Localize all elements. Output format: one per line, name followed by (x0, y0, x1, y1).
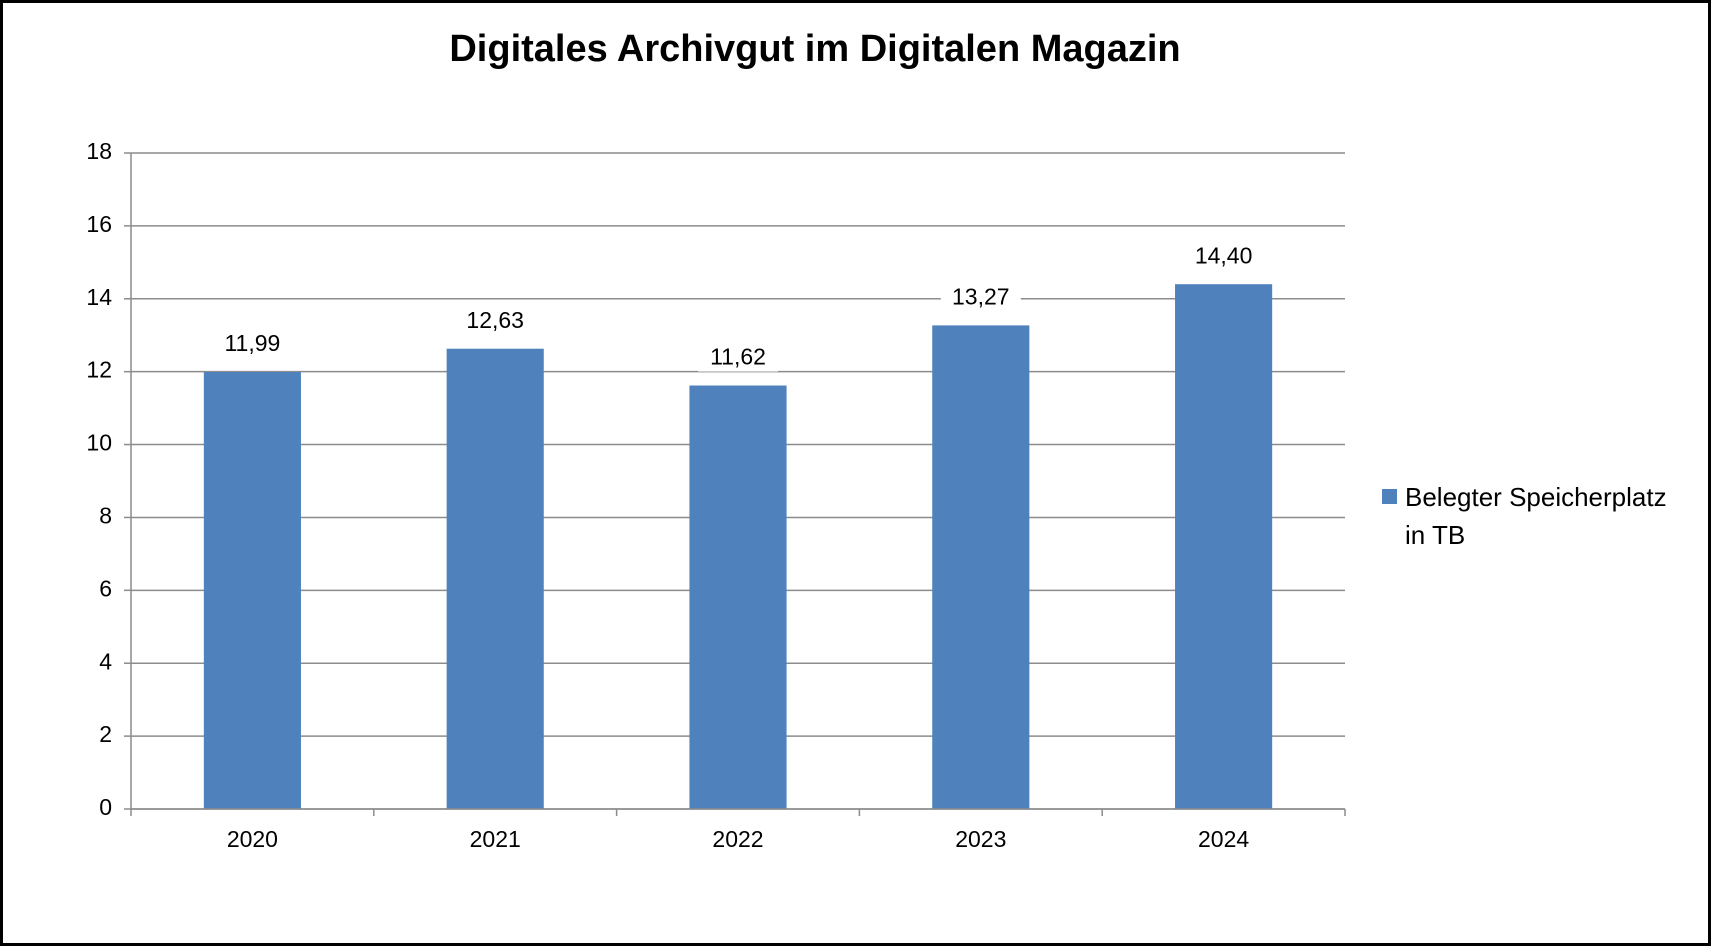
data-label-bg (1183, 242, 1264, 271)
data-label-bg (698, 343, 778, 372)
x-tick-label: 2020 (227, 826, 278, 852)
x-tick-label: 2022 (712, 826, 763, 852)
data-label: 11,99 (224, 330, 280, 356)
y-tick-label: 14 (86, 284, 112, 310)
bar (932, 325, 1030, 809)
data-label: 11,62 (710, 344, 766, 370)
y-tick-label: 10 (86, 430, 112, 456)
axis-line (131, 808, 1345, 810)
data-label-bg (455, 306, 536, 335)
x-tick-label: 2024 (1198, 826, 1249, 852)
y-tick-label: 0 (99, 794, 112, 820)
y-tick-label: 2 (99, 721, 112, 747)
data-label: 13,27 (952, 283, 1010, 309)
bar (446, 348, 544, 809)
bar (1175, 284, 1273, 809)
data-label-bg (940, 283, 1021, 312)
y-tick-label: 12 (86, 357, 112, 383)
y-tick-label: 4 (99, 648, 112, 674)
data-label: 14,40 (1195, 242, 1253, 268)
data-label-bg (212, 330, 293, 359)
chart-title: Digitales Archivgut im Digitalen Magazin (449, 28, 1180, 70)
data-label: 12,63 (466, 307, 524, 333)
legend-label: Belegter Speicherplatz in TB (1405, 482, 1667, 550)
bar (689, 385, 787, 809)
y-tick-label: 6 (99, 575, 112, 601)
y-tick-label: 18 (86, 138, 112, 164)
legend-swatch (1382, 489, 1397, 504)
x-tick-label: 2021 (470, 826, 521, 852)
bar (203, 372, 301, 809)
y-tick-label: 16 (86, 211, 112, 237)
x-tick-label: 2023 (955, 826, 1006, 852)
y-tick-label: 8 (99, 503, 112, 529)
